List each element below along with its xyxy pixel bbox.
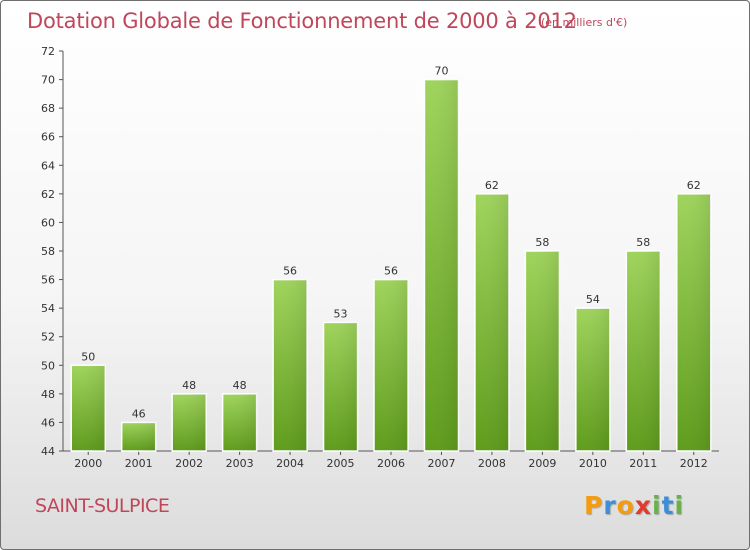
bar-shade	[71, 365, 106, 451]
axes: 44 46 48 50 52 54 56 58 60 62 64 66 68 70 72 2000 2001 20…	[41, 45, 719, 470]
y-tick-label: 44	[41, 445, 55, 458]
y-tick-label: 60	[41, 216, 55, 229]
bar-value-label: 50	[81, 350, 95, 363]
data-labels: 50 46 48 48 56 53 56 70 62 58 54 58 62	[81, 65, 701, 421]
bar-value-label: 62	[687, 179, 701, 192]
bar-value-label: 48	[233, 379, 247, 392]
bar-value-label: 62	[485, 179, 499, 192]
x-tick-label: 2008	[478, 457, 506, 470]
y-tick-label: 62	[41, 188, 55, 201]
y-tick-label: 58	[41, 245, 55, 258]
x-tick-label: 2009	[528, 457, 556, 470]
x-tick-label: 2001	[125, 457, 153, 470]
bar-shade	[424, 79, 459, 452]
y-tick-label: 64	[41, 159, 55, 172]
bar-shade	[374, 279, 408, 451]
x-tick-label: 2005	[327, 457, 355, 470]
bar-value-label: 53	[334, 307, 348, 320]
x-tick-label: 2010	[579, 457, 607, 470]
y-tick-label: 50	[41, 359, 55, 372]
y-tick-label: 46	[41, 416, 55, 429]
bar-shade	[474, 193, 509, 451]
x-tick-label: 2007	[427, 457, 455, 470]
x-tick-label: 2011	[629, 457, 657, 470]
y-tick-label: 54	[41, 302, 55, 315]
y-tick-label: 68	[41, 102, 55, 115]
y-tick-label: 70	[41, 74, 55, 87]
bar-value-label: 56	[384, 265, 398, 278]
y-tick-label: 52	[41, 331, 55, 344]
bar-shade	[525, 251, 560, 451]
logo-letter: t	[661, 491, 675, 520]
proxiti-logo[interactable]: Proxiti	[584, 491, 684, 520]
y-tick-label: 48	[41, 388, 55, 401]
chart-subtitle: (en milliers d'€)	[541, 16, 628, 29]
y-tick-label: 66	[41, 131, 55, 144]
bar-value-label: 56	[283, 265, 297, 278]
bar-shade	[121, 422, 156, 451]
bar-value-label: 70	[434, 65, 448, 78]
bars	[70, 78, 712, 452]
bar-shade	[222, 393, 257, 451]
bar-shade	[172, 393, 207, 451]
bar-shade	[323, 322, 358, 451]
chart-title: Dotation Globale de Fonctionnement de 20…	[27, 9, 577, 33]
x-tick-label: 2000	[74, 457, 102, 470]
logo-letter: o	[616, 491, 635, 520]
x-tick-label: 2002	[175, 457, 203, 470]
logo-letter: i	[674, 491, 685, 520]
logo-letter: P	[584, 491, 604, 520]
x-tick-label: 2003	[226, 457, 254, 470]
bar-value-label: 58	[535, 236, 549, 249]
bar-value-label: 48	[182, 379, 196, 392]
city-name: SAINT-SULPICE	[35, 495, 170, 517]
bar-value-label: 46	[132, 407, 146, 420]
logo-letter: i	[652, 491, 662, 520]
x-tick-label: 2012	[680, 457, 708, 470]
bar-shade	[626, 251, 661, 451]
logo-letter: x	[634, 491, 652, 520]
logo-letter: r	[603, 491, 617, 520]
y-tick-label: 72	[41, 45, 55, 58]
x-tick-label: 2006	[377, 457, 405, 470]
bar-value-label: 58	[636, 236, 650, 249]
x-tick-label: 2004	[276, 457, 304, 470]
y-tick-label: 56	[41, 274, 55, 287]
bar-shade	[273, 279, 308, 451]
bar-shade	[575, 308, 610, 451]
bar-value-label: 54	[586, 293, 600, 306]
bar-shade	[676, 193, 711, 451]
